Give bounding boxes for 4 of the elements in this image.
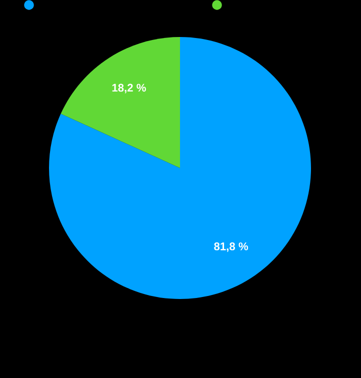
pie-slice [49,37,311,299]
pie-slice [60,37,180,168]
data-label: 81,8 % [214,242,248,252]
data-label: 18,2 % [112,84,146,94]
